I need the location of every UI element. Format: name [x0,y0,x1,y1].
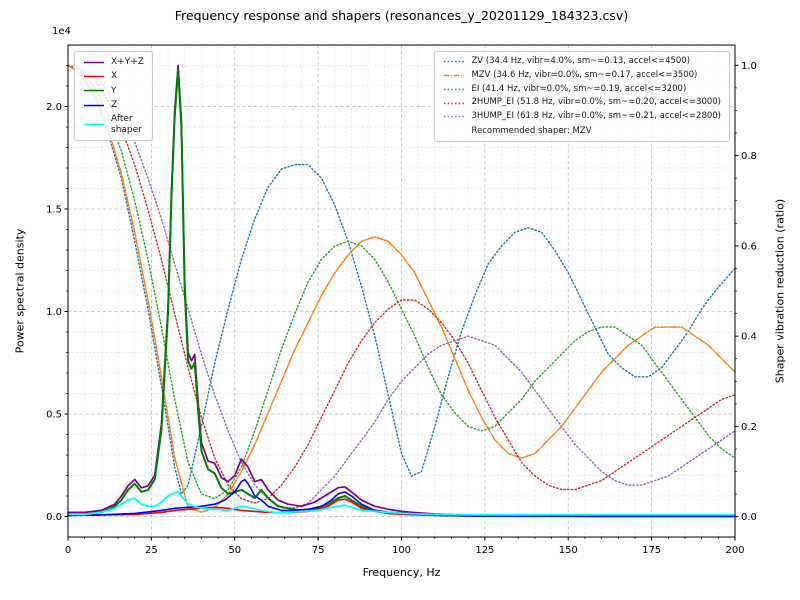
y-right-tick-label: 0.8 [741,151,757,162]
series-x-y-z [67,64,736,517]
legend-item-2hump_ei: 2HUMP_EI (51.8 Hz, vibr=0.0%, sm~=0.20, … [443,98,721,108]
x-tick-label: 200 [725,545,744,556]
legend-item-x+y+z: X+Y+Z [83,57,144,67]
y-right-tick-label: 1.0 [741,61,757,72]
legend-label: After shaper [111,114,142,135]
legend-item-zv: ZV (34.4 Hz, vibr=4.0%, sm~=0.13, accel<… [443,56,721,67]
legend-line-sample [444,74,465,77]
x-tick-label: 50 [228,545,241,556]
x-tick-label: 125 [475,545,494,556]
legend-item-x: X [83,71,144,81]
legend-item-mzv: MZV (34.6 Hz, vibr=0.0%, sm~=0.17, accel… [443,69,721,81]
series-zv [67,64,736,495]
series-after-shaper [67,490,736,516]
legend-item-y: Y [83,86,144,96]
legend-label: 3HUMP_EI (61.8 Hz, vibr=0.0%, sm~=0.21, … [471,111,721,122]
x-axis-label: Frequency, Hz [362,566,441,579]
legend-label: Z [111,100,118,111]
legend-item-3hump_ei: 3HUMP_EI (61.8 Hz, vibr=0.0%, sm~=0.21, … [443,111,721,122]
x-tick-label: 150 [559,545,578,556]
series-mzv [67,64,736,513]
y-right-tick-label: 0.4 [741,332,757,343]
legend-line-sample [84,61,104,63]
chart-title: Frequency response and shapers (resonanc… [174,8,629,23]
legend-label: ZV (34.4 Hz, vibr=4.0%, sm~=0.13, accel<… [471,56,691,66]
legend-line-sample [444,116,465,118]
y-left-tick-label: 0.0 [46,512,62,523]
legend-line-sample [444,88,465,91]
y-axis-offset-label: 1e4 [52,26,71,37]
legend-line-sample [444,102,465,104]
y-left-tick-label: 0.5 [46,410,62,421]
series-ei [67,64,736,500]
y-right-tick-label: 0.0 [741,512,757,523]
legend-label: X [111,71,118,82]
legend-line-sample [84,75,104,78]
x-tick-label: 100 [392,545,411,556]
x-tick-label: 0 [65,545,71,556]
legend-line-sample [84,104,104,107]
legend-label: Y [111,85,117,96]
psd-legend: X+Y+Z X Y Z After shaper [74,51,153,142]
y-left-tick-label: 1.0 [46,307,62,318]
legend-item-z: Z [83,100,144,110]
x-tick-label: 175 [642,545,661,556]
legend-line-sample [444,61,465,63]
recommended-shaper-note: Recommended shaper: MZV [471,125,592,136]
series-2hump-ei [67,64,736,504]
legend-label: 2HUMP_EI (51.8 Hz, vibr=0.0%, sm~=0.20, … [471,97,721,108]
y-left-tick-label: 1.5 [46,205,62,216]
y-left-tick-label: 2.0 [46,102,62,113]
legend-item-ei: EI (41.4 Hz, vibr=0.0%, sm~=0.19, accel<… [443,83,721,95]
y-right-tick-label: 0.6 [741,241,757,252]
legend-item-after: After shaper [83,114,144,135]
shaper-legend: ZV (34.4 Hz, vibr=4.0%, sm~=0.13, accel<… [434,51,730,142]
x-tick-label: 75 [312,545,325,556]
y-right-tick-label: 0.2 [741,422,757,433]
legend-label: X+Y+Z [111,57,144,67]
series-3hump-ei [67,64,736,509]
legend-line-sample [84,90,104,92]
x-tick-label: 25 [145,545,158,556]
legend-label: EI (41.4 Hz, vibr=0.0%, sm~=0.19, accel<… [471,83,687,94]
legend-label: MZV (34.6 Hz, vibr=0.0%, sm~=0.17, accel… [471,69,698,80]
legend-line-sample [84,123,104,126]
